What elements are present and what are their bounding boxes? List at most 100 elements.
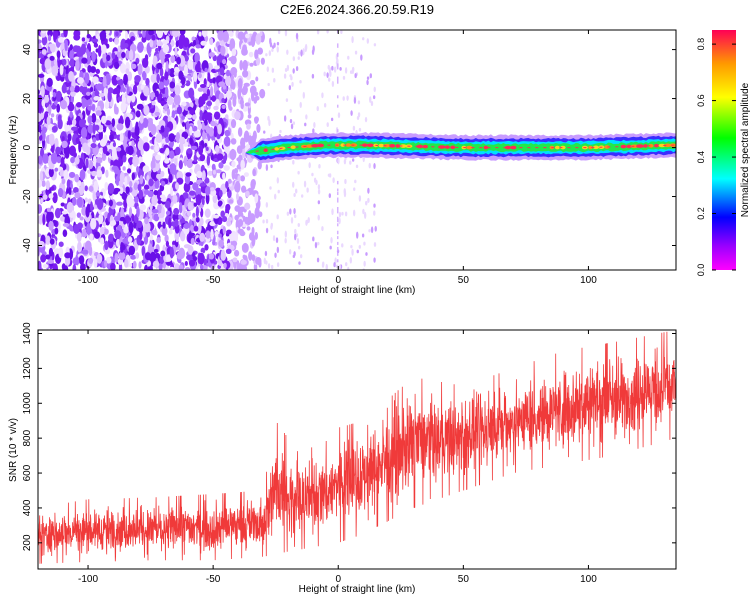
noise-speckle	[344, 67, 348, 74]
noise-speckle	[95, 68, 101, 75]
noise-speckle	[347, 266, 350, 270]
noise-speckle	[45, 180, 51, 191]
noise-speckle	[363, 260, 366, 267]
noise-speckle	[78, 118, 86, 128]
snr-x-label: Height of straight line (km)	[299, 584, 416, 595]
noise-speckle	[199, 264, 204, 270]
noise-speckle	[209, 221, 216, 227]
noise-speckle	[367, 187, 370, 194]
noise-speckle	[178, 202, 183, 214]
noise-speckle	[276, 246, 280, 254]
noise-speckle	[213, 105, 219, 111]
noise-speckle	[158, 81, 165, 90]
noise-speckle	[283, 73, 287, 79]
noise-speckle	[104, 101, 110, 110]
noise-speckle	[129, 180, 133, 188]
noise-speckle	[66, 201, 73, 214]
noise-speckle	[199, 154, 206, 162]
noise-speckle	[199, 83, 207, 89]
noise-speckle	[300, 194, 304, 198]
noise-speckle	[353, 187, 356, 191]
noise-speckle	[243, 172, 249, 177]
noise-speckle	[129, 263, 133, 268]
noise-speckle	[55, 146, 62, 155]
noise-speckle	[236, 264, 243, 270]
noise-speckle	[294, 233, 297, 241]
noise-speckle	[292, 68, 295, 74]
noise-speckle	[189, 101, 194, 109]
noise-speckle	[248, 135, 253, 146]
noise-speckle	[206, 262, 213, 267]
noise-speckle	[246, 123, 251, 130]
noise-speckle	[102, 51, 107, 63]
noise-speckle	[111, 52, 116, 60]
noise-speckle	[97, 45, 102, 57]
noise-speckle	[198, 144, 204, 156]
noise-speckle	[89, 233, 94, 241]
noise-speckle	[186, 254, 193, 261]
noise-speckle	[116, 147, 122, 152]
noise-speckle	[238, 85, 242, 94]
ridge-hotspot	[361, 143, 368, 147]
noise-speckle	[267, 263, 271, 269]
noise-speckle	[46, 207, 51, 213]
noise-speckle	[60, 202, 65, 207]
noise-speckle	[108, 148, 112, 154]
noise-speckle	[110, 262, 116, 270]
noise-speckle	[51, 125, 58, 132]
noise-speckle	[201, 30, 208, 38]
noise-speckle	[119, 63, 127, 74]
noise-speckle	[76, 196, 83, 208]
noise-speckle	[93, 180, 99, 193]
noise-speckle	[77, 222, 83, 230]
noise-speckle	[302, 48, 305, 56]
noise-speckle	[277, 189, 280, 194]
noise-speckle	[162, 39, 170, 45]
noise-speckle	[137, 139, 145, 151]
noise-speckle	[143, 46, 147, 52]
noise-speckle	[190, 48, 196, 54]
snr-frame	[37, 329, 677, 570]
noise-speckle	[178, 214, 183, 220]
noise-speckle	[185, 114, 193, 119]
noise-speckle	[270, 222, 274, 228]
noise-speckle	[363, 241, 366, 246]
noise-speckle	[329, 245, 332, 250]
noise-speckle	[105, 120, 112, 126]
noise-speckle	[347, 55, 350, 60]
noise-speckle	[361, 233, 365, 238]
noise-speckle	[112, 142, 117, 147]
noise-speckle	[230, 138, 237, 145]
noise-speckle	[173, 93, 181, 106]
noise-speckle	[76, 231, 82, 243]
noise-speckle	[356, 249, 359, 254]
noise-speckle	[306, 219, 309, 224]
noise-speckle	[322, 261, 325, 267]
noise-speckle	[308, 162, 311, 169]
snr-x-tick-label: -50	[206, 574, 221, 585]
noise-speckle	[98, 124, 104, 131]
noise-speckle	[162, 44, 170, 54]
noise-speckle	[126, 168, 132, 174]
noise-speckle	[311, 73, 315, 79]
noise-speckle	[108, 233, 115, 242]
noise-speckle	[356, 231, 359, 239]
noise-speckle	[114, 106, 119, 115]
noise-speckle	[344, 179, 347, 185]
noise-speckle	[190, 224, 195, 233]
noise-speckle	[111, 127, 116, 132]
noise-speckle	[82, 142, 89, 153]
noise-speckle	[193, 202, 198, 207]
noise-speckle	[38, 179, 42, 188]
snr-x-tick-label: 100	[580, 574, 597, 585]
ridge-hotspot	[554, 145, 560, 150]
ridge-hotspot	[588, 145, 593, 150]
noise-speckle	[336, 192, 339, 196]
noise-speckle	[207, 72, 211, 84]
noise-speckle	[144, 264, 148, 270]
noise-speckle	[249, 80, 256, 86]
noise-speckle	[39, 170, 44, 182]
noise-speckle	[192, 114, 197, 120]
noise-speckle	[338, 264, 342, 270]
noise-speckle	[313, 121, 316, 129]
